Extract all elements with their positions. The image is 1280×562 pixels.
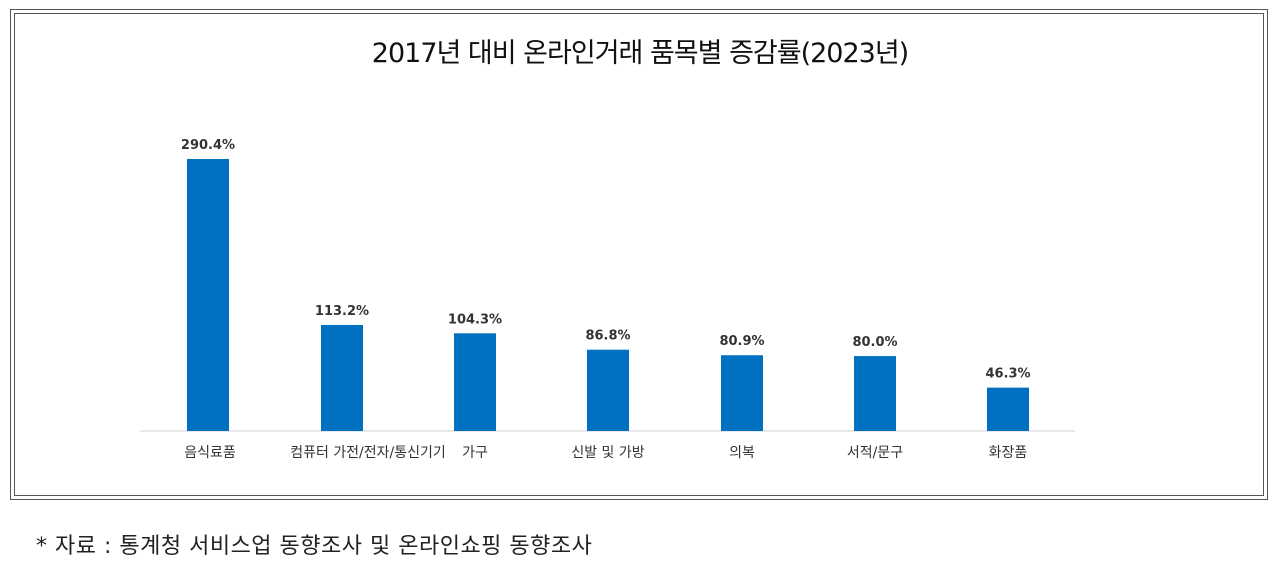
chart-title: 2017년 대비 온라인거래 품목별 증감률(2023년) [371, 38, 909, 69]
bar-3 [454, 333, 496, 431]
source-note: * 자료 : 통계청 서비스업 동향조사 및 온라인쇼핑 동향조사 [36, 534, 593, 559]
category-label-2: 컴퓨터 가전/전자/통신기기 [290, 445, 446, 461]
chart-frame-outer [10, 9, 1268, 500]
chart-frame-inner [14, 13, 1264, 496]
bar-chart: 290.4% 113.2% 104.3% 86.8% 80.9% 80.0% 46.3% 음식… [140, 138, 1075, 461]
data-label-3: 104.3% [448, 312, 502, 327]
data-label-7: 46.3% [985, 367, 1030, 382]
bar-4 [587, 349, 629, 431]
category-label-7: 화장품 [989, 445, 1028, 461]
bar-1 [187, 159, 229, 431]
data-label-1: 290.4% [181, 138, 235, 153]
category-label-5: 의복 [729, 445, 755, 461]
bar-6 [854, 356, 896, 431]
category-label-4: 신발 및 가방 [571, 445, 644, 461]
category-label-6: 서적/문구 [847, 445, 903, 461]
bar-5 [721, 355, 763, 431]
bar-7 [987, 387, 1029, 431]
data-label-5: 80.9% [719, 334, 764, 349]
data-label-6: 80.0% [852, 335, 897, 350]
bar-2 [321, 324, 363, 431]
data-label-4: 86.8% [585, 329, 630, 344]
category-label-3: 가구 [462, 445, 488, 461]
data-label-2: 113.2% [315, 304, 369, 319]
category-label-1: 음식료품 [184, 445, 236, 461]
